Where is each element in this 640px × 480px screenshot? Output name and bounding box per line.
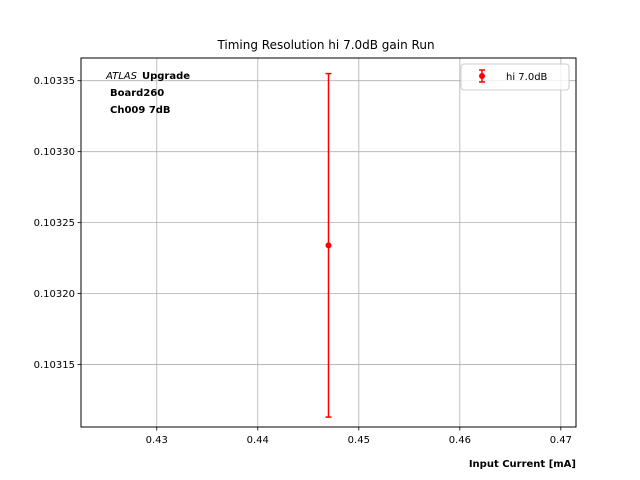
annotation-channel: Ch009 7dB [110, 105, 171, 116]
legend-box [460, 63, 570, 91]
y-tick-label: 0.10325 [34, 218, 75, 229]
annotation-atlas: ATLAS [105, 71, 138, 82]
axis-ticks: 0.43 0.44 0.45 0.46 0.47 0.10315 0.10320 0.1032… [34, 76, 572, 446]
x-tick-label: 0.46 [449, 435, 471, 446]
legend-marker [479, 69, 485, 83]
x-tick-label: 0.45 [348, 435, 370, 446]
atlas-annotation: ATLAS Upgrade Board260 Ch009 7dB [105, 71, 190, 116]
data-series [325, 72, 332, 418]
annotation-board: Board260 [110, 88, 164, 99]
annotation-line-1: ATLAS Upgrade [105, 71, 190, 82]
y-tick-label: 0.10335 [34, 76, 75, 87]
legend: hi 7.0dB [460, 63, 570, 91]
data-point [325, 242, 332, 249]
legend-label: hi 7.0dB [506, 72, 548, 83]
x-tick-label: 0.44 [247, 435, 269, 446]
x-tick-label: 0.43 [146, 435, 168, 446]
x-tick-label: 0.47 [550, 435, 572, 446]
x-axis-label: Input Current [mA] [469, 459, 576, 470]
annotation-upgrade: Upgrade [142, 71, 190, 82]
chart-title: Timing Resolution hi 7.0dB gain Run [216, 38, 434, 52]
y-tick-label: 0.10315 [34, 360, 75, 371]
y-tick-label: 0.10320 [34, 289, 75, 300]
plot-frame [80, 57, 577, 428]
legend-point [479, 73, 485, 79]
y-tick-label: 0.10330 [34, 147, 75, 158]
